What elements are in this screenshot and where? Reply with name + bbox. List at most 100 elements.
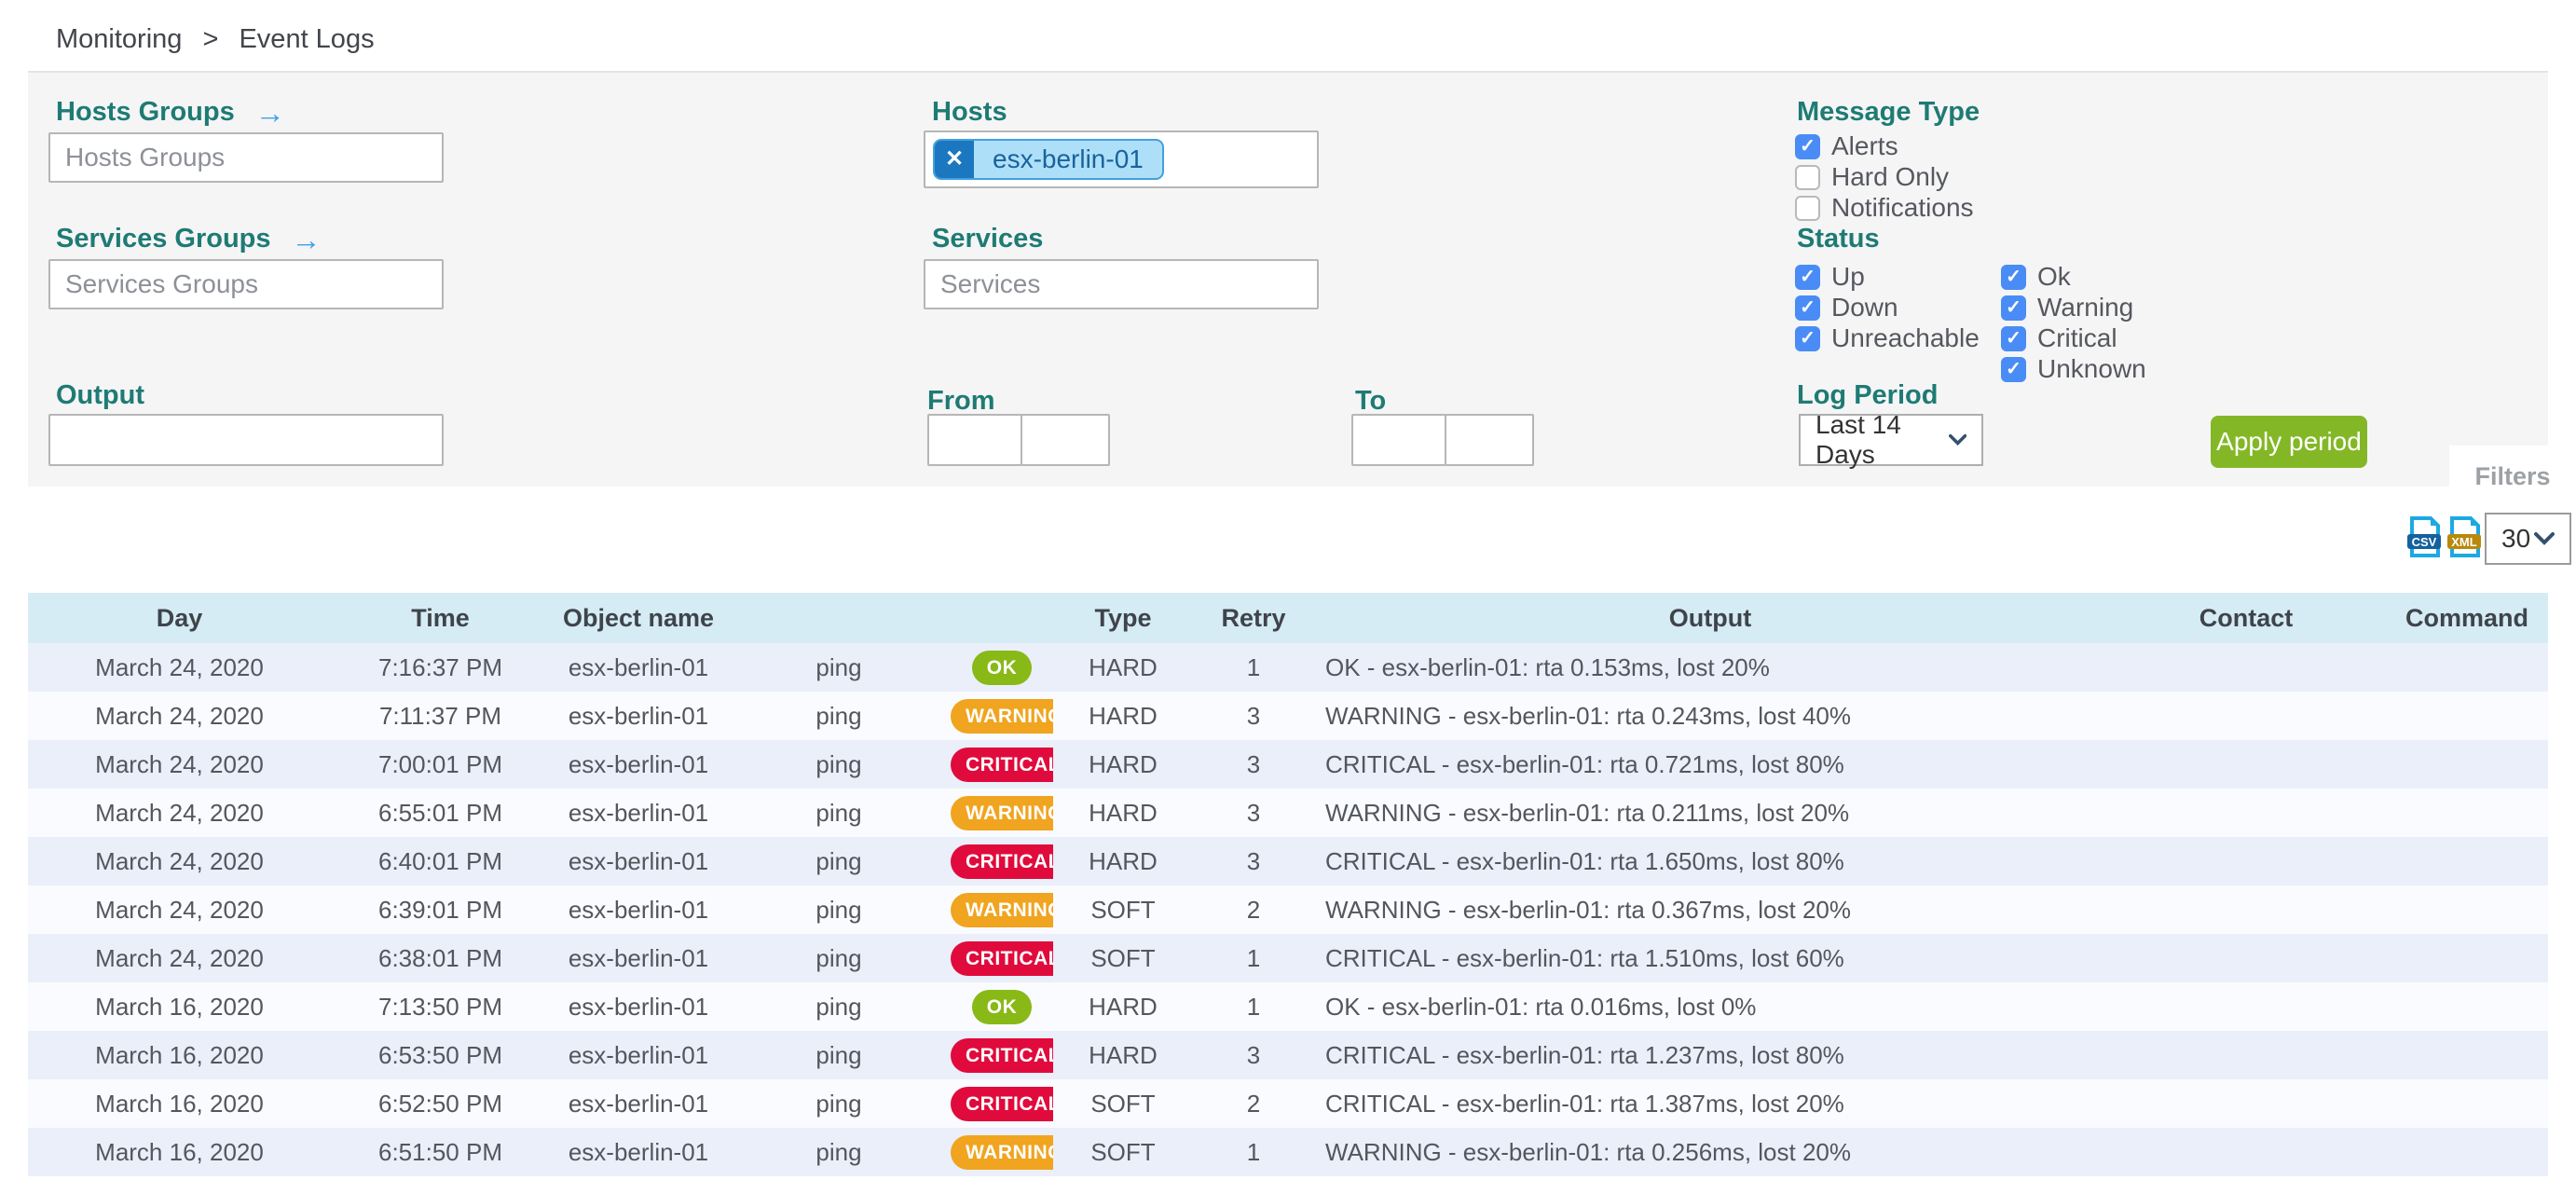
check-icon: ✓: [2006, 328, 2021, 349]
services-input[interactable]: [924, 259, 1319, 309]
checkbox[interactable]: ✓: [2001, 356, 2026, 382]
cell-output: CRITICAL - esx-berlin-01: rta 1.650ms, l…: [1325, 846, 1844, 875]
column-header[interactable]: Type: [1053, 593, 1193, 643]
checkbox-option[interactable]: ✓ Ok: [2001, 262, 2146, 291]
table-row[interactable]: March 16, 2020 6:53:50 PM esx-berlin-01 …: [28, 1031, 2548, 1079]
cell-object-name: esx-berlin-01: [568, 701, 709, 730]
status-badge: WARNING: [951, 892, 1053, 927]
services-groups-input[interactable]: [48, 259, 444, 309]
cell-time: 7:16:37 PM: [378, 652, 502, 681]
from-date-input[interactable]: [927, 414, 1022, 466]
to-time-input[interactable]: [1445, 414, 1534, 466]
cell-status: WARNING: [951, 789, 1053, 837]
cell-output: CRITICAL - esx-berlin-01: rta 1.387ms, l…: [1325, 1089, 1844, 1118]
cell-object-name: esx-berlin-01: [568, 846, 709, 875]
message-type-label: Message Type: [1797, 97, 1980, 127]
cell-time: 6:38:01 PM: [378, 943, 502, 972]
table-row[interactable]: March 24, 2020 6:55:01 PM esx-berlin-01 …: [28, 789, 2548, 837]
cell-object-name: esx-berlin-01: [568, 992, 709, 1021]
cell-object-name: esx-berlin-01: [568, 652, 709, 681]
hosts-groups-input[interactable]: [48, 132, 444, 183]
to-label: To: [1355, 386, 1387, 416]
column-header[interactable]: Command: [2386, 593, 2548, 643]
column-header[interactable]: Contact: [2106, 593, 2386, 643]
checkbox-option[interactable]: ✓ Warning: [2001, 293, 2146, 322]
check-icon: ✓: [2006, 267, 2021, 287]
checkbox[interactable]: ✓: [1795, 195, 1820, 221]
column-header[interactable]: Output: [1314, 593, 2106, 643]
table-row[interactable]: March 16, 2020 6:51:50 PM esx-berlin-01 …: [28, 1128, 2548, 1176]
arrow-right-icon[interactable]: →: [291, 222, 322, 256]
table-row[interactable]: March 24, 2020 6:40:01 PM esx-berlin-01 …: [28, 837, 2548, 885]
cell-status: WARNING: [951, 1128, 1053, 1176]
cell-day: March 16, 2020: [95, 992, 264, 1021]
table-row[interactable]: March 24, 2020 7:11:37 PM esx-berlin-01 …: [28, 692, 2548, 740]
cell-contact: [2106, 934, 2386, 982]
column-header[interactable]: Retry: [1193, 593, 1314, 643]
cell-service: ping: [815, 749, 862, 778]
checkbox-option[interactable]: ✓ Alerts: [1795, 131, 1974, 160]
column-header[interactable]: Day: [28, 593, 331, 643]
checkbox-option[interactable]: ✓ Notifications: [1795, 193, 1974, 222]
cell-command: [2386, 934, 2548, 982]
status-badge: CRITICAL: [951, 1086, 1053, 1121]
export-xml-icon[interactable]: XML: [2446, 515, 2483, 558]
check-icon: ✓: [1800, 297, 1816, 318]
cell-output: WARNING - esx-berlin-01: rta 0.211ms, lo…: [1325, 798, 1850, 827]
filters-tab[interactable]: Filters: [2449, 446, 2576, 507]
from-time-input[interactable]: [1021, 414, 1110, 466]
cell-command: [2386, 1079, 2548, 1128]
log-period-select[interactable]: Last 14 Days: [1799, 410, 1983, 469]
remove-host-button[interactable]: ✕: [935, 141, 974, 178]
table-row[interactable]: March 16, 2020 7:13:50 PM esx-berlin-01 …: [28, 982, 2548, 1031]
selected-host-chip: ✕ esx-berlin-01: [933, 139, 1164, 180]
arrow-right-icon[interactable]: →: [254, 95, 285, 130]
to-date-input[interactable]: [1351, 414, 1446, 466]
cell-time: 7:13:50 PM: [378, 992, 502, 1021]
status-badge: CRITICAL: [951, 1037, 1053, 1073]
checkbox-option[interactable]: ✓ Critical: [2001, 323, 2146, 352]
cell-type: SOFT: [1090, 1089, 1156, 1118]
cell-output: WARNING - esx-berlin-01: rta 0.243ms, lo…: [1325, 701, 1851, 730]
column-header[interactable]: Object name: [550, 593, 727, 643]
checkbox-option[interactable]: ✓ Hard Only: [1795, 162, 1974, 191]
services-groups-label: Services Groups →: [56, 222, 322, 256]
output-filter-input[interactable]: [48, 414, 444, 466]
apply-period-button[interactable]: Apply period: [2211, 416, 2367, 468]
table-row[interactable]: March 24, 2020 7:00:01 PM esx-berlin-01 …: [28, 740, 2548, 789]
cell-day: March 24, 2020: [95, 846, 264, 875]
cell-type: SOFT: [1090, 895, 1156, 924]
cell-day: March 24, 2020: [95, 749, 264, 778]
chevron-down-icon: [2534, 532, 2555, 545]
cell-object-name: esx-berlin-01: [568, 1089, 709, 1118]
checkbox[interactable]: ✓: [1795, 133, 1820, 159]
table-row[interactable]: March 24, 2020 7:16:37 PM esx-berlin-01 …: [28, 643, 2548, 692]
column-header[interactable]: [727, 593, 951, 643]
column-header[interactable]: [951, 593, 1053, 643]
chevron-down-icon: [1948, 433, 1966, 446]
checkbox-option[interactable]: ✓ Unknown: [2001, 354, 2146, 383]
hosts-input[interactable]: ✕ esx-berlin-01: [924, 130, 1319, 188]
checkbox[interactable]: ✓: [1795, 295, 1820, 321]
cell-type: HARD: [1089, 701, 1158, 730]
page-size-select[interactable]: 30: [2485, 513, 2571, 565]
checkbox-option[interactable]: ✓ Unreachable: [1795, 323, 1980, 352]
column-header[interactable]: Time: [331, 593, 550, 643]
svg-text:CSV: CSV: [2412, 535, 2437, 549]
table-row[interactable]: March 24, 2020 6:38:01 PM esx-berlin-01 …: [28, 934, 2548, 982]
checkbox-option[interactable]: ✓ Down: [1795, 293, 1980, 322]
checkbox[interactable]: ✓: [1795, 264, 1820, 290]
checkbox[interactable]: ✓: [1795, 164, 1820, 190]
cell-retry: 2: [1246, 1089, 1261, 1118]
table-row[interactable]: March 16, 2020 6:52:50 PM esx-berlin-01 …: [28, 1079, 2548, 1128]
table-row[interactable]: March 24, 2020 6:39:01 PM esx-berlin-01 …: [28, 885, 2548, 934]
breadcrumb-monitoring[interactable]: Monitoring: [56, 24, 183, 54]
breadcrumb-event-logs[interactable]: Event Logs: [239, 24, 375, 54]
checkbox[interactable]: ✓: [2001, 325, 2026, 351]
export-csv-icon[interactable]: CSV: [2405, 515, 2443, 558]
check-icon: ✓: [2006, 359, 2021, 379]
checkbox-option[interactable]: ✓ Up: [1795, 262, 1980, 291]
checkbox[interactable]: ✓: [1795, 325, 1820, 351]
checkbox[interactable]: ✓: [2001, 295, 2026, 321]
checkbox[interactable]: ✓: [2001, 264, 2026, 290]
